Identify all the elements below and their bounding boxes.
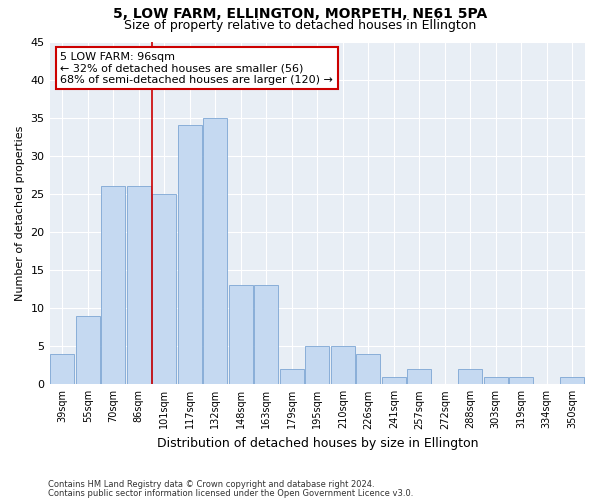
Bar [382, 376, 406, 384]
Text: Size of property relative to detached houses in Ellington: Size of property relative to detached ho… [124, 19, 476, 32]
Bar [509, 376, 533, 384]
Bar [229, 286, 253, 384]
Bar [407, 369, 431, 384]
Bar [178, 126, 202, 384]
Text: 5, LOW FARM, ELLINGTON, MORPETH, NE61 5PA: 5, LOW FARM, ELLINGTON, MORPETH, NE61 5P… [113, 8, 487, 22]
Text: 5 LOW FARM: 96sqm
← 32% of detached houses are smaller (56)
68% of semi-detached: 5 LOW FARM: 96sqm ← 32% of detached hous… [60, 52, 333, 85]
Bar [305, 346, 329, 385]
Text: Contains HM Land Registry data © Crown copyright and database right 2024.: Contains HM Land Registry data © Crown c… [48, 480, 374, 489]
Bar [76, 316, 100, 384]
Y-axis label: Number of detached properties: Number of detached properties [15, 125, 25, 300]
Bar [203, 118, 227, 384]
Bar [484, 376, 508, 384]
Text: Contains public sector information licensed under the Open Government Licence v3: Contains public sector information licen… [48, 488, 413, 498]
Bar [152, 194, 176, 384]
Bar [127, 186, 151, 384]
Bar [356, 354, 380, 384]
Bar [50, 354, 74, 384]
X-axis label: Distribution of detached houses by size in Ellington: Distribution of detached houses by size … [157, 437, 478, 450]
Bar [254, 286, 278, 384]
Bar [331, 346, 355, 385]
Bar [458, 369, 482, 384]
Bar [101, 186, 125, 384]
Bar [560, 376, 584, 384]
Bar [280, 369, 304, 384]
